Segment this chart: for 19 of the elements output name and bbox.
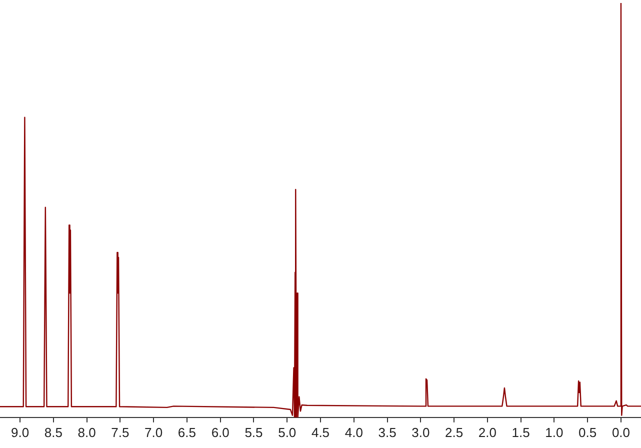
x-tick-label: 1.0 bbox=[545, 424, 564, 440]
x-tick-label: 3.5 bbox=[378, 424, 396, 440]
x-tick-label: 2.0 bbox=[478, 424, 496, 440]
x-tick-label: 7.0 bbox=[144, 424, 163, 440]
x-tick-label: 8.5 bbox=[44, 424, 62, 440]
x-tick-label: 6.5 bbox=[178, 424, 196, 440]
x-tick-label: 1.5 bbox=[512, 424, 530, 440]
x-tick-label: 4.5 bbox=[311, 424, 330, 440]
x-tick-label: 0.0 bbox=[612, 424, 630, 440]
x-tick-label: 2.5 bbox=[445, 424, 464, 440]
x-tick-label: 6.0 bbox=[211, 424, 230, 440]
x-tick-label: 0.5 bbox=[578, 424, 597, 440]
x-tick-label: 5.5 bbox=[244, 424, 263, 440]
x-tick-label: 8.0 bbox=[78, 424, 96, 440]
x-tick-label: 4.0 bbox=[344, 424, 363, 440]
x-tick-label: 5.0 bbox=[278, 424, 296, 440]
x-tick-label: 3.0 bbox=[412, 424, 430, 440]
x-tick-label: 7.5 bbox=[111, 424, 130, 440]
x-tick-label: 9.0 bbox=[10, 424, 30, 440]
